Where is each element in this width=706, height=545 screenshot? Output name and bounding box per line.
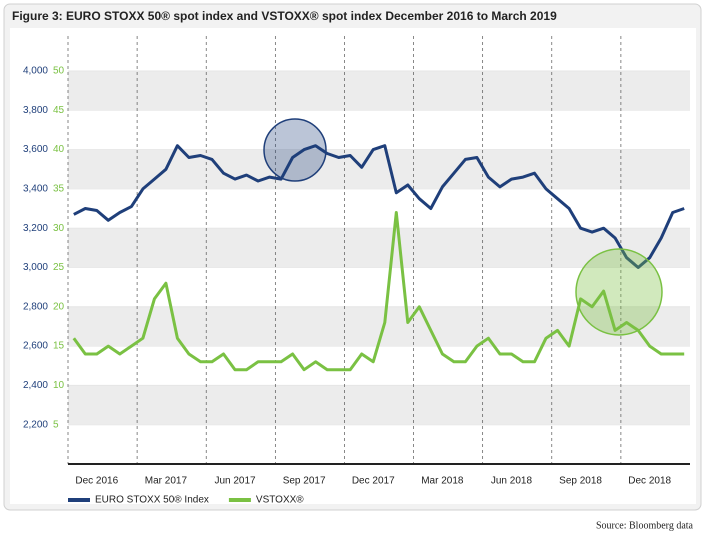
x-tick-label: Sep 2018	[559, 476, 602, 487]
y-tick-label: 2,400	[23, 380, 48, 391]
grid-band	[68, 149, 690, 189]
grid-band	[68, 228, 690, 268]
grid-layer	[67, 36, 690, 464]
y2-tick-label: 35	[53, 184, 65, 195]
y-tick-label: 3,200	[23, 223, 48, 234]
x-tick-label: Dec 2017	[352, 476, 395, 487]
x-tick-label: Dec 2018	[628, 476, 671, 487]
y-tick-label: 2,200	[23, 419, 48, 430]
series-line	[72, 211, 685, 372]
x-tick-label: Mar 2017	[145, 476, 188, 487]
y2-tick-label: 20	[53, 301, 65, 312]
x-tick-label: Mar 2018	[421, 476, 464, 487]
plot-layer	[72, 144, 685, 372]
y2-tick-label: 50	[53, 66, 65, 77]
y-tick-label: 3,000	[23, 262, 48, 273]
y2-tick-label: 25	[53, 262, 65, 273]
y2-tick-label: 15	[53, 341, 65, 352]
x-tick-label: Jun 2018	[491, 476, 533, 487]
y2-tick-label: 45	[53, 105, 65, 116]
y2-tick-label: 40	[53, 144, 65, 155]
highlight-circle	[263, 118, 327, 182]
y2-tick-label: 10	[53, 380, 65, 391]
x-tick-label: Sep 2017	[283, 476, 326, 487]
series-line	[73, 144, 685, 269]
legend-label: VSTOXX®	[256, 495, 304, 506]
x-tick-label: Jun 2017	[214, 476, 256, 487]
x-tick-label: Dec 2016	[75, 476, 118, 487]
y-tick-label: 2,600	[23, 341, 48, 352]
y-tick-label: 3,600	[23, 144, 48, 155]
source: Source: Bloomberg data	[596, 520, 694, 531]
y-tick-label: 3,800	[23, 105, 48, 116]
y-tick-label: 4,000	[23, 66, 48, 77]
grid-band	[68, 71, 690, 111]
grid-band	[68, 385, 690, 425]
legend-label: EURO STOXX 50® Index	[95, 495, 209, 506]
highlight-circle	[575, 248, 663, 336]
y-tick-label: 2,800	[23, 301, 48, 312]
y2-tick-label: 5	[53, 419, 59, 430]
y-tick-label: 3,400	[23, 184, 48, 195]
y2-tick-label: 30	[53, 223, 65, 234]
chart-title: Figure 3: EURO STOXX 50® spot index and …	[12, 9, 557, 23]
